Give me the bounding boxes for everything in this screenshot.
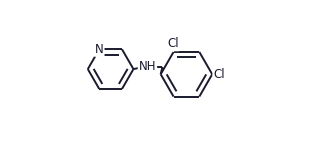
Text: N: N: [95, 43, 104, 56]
Text: NH: NH: [139, 60, 156, 73]
Text: Cl: Cl: [167, 37, 179, 50]
Text: Cl: Cl: [214, 68, 225, 81]
